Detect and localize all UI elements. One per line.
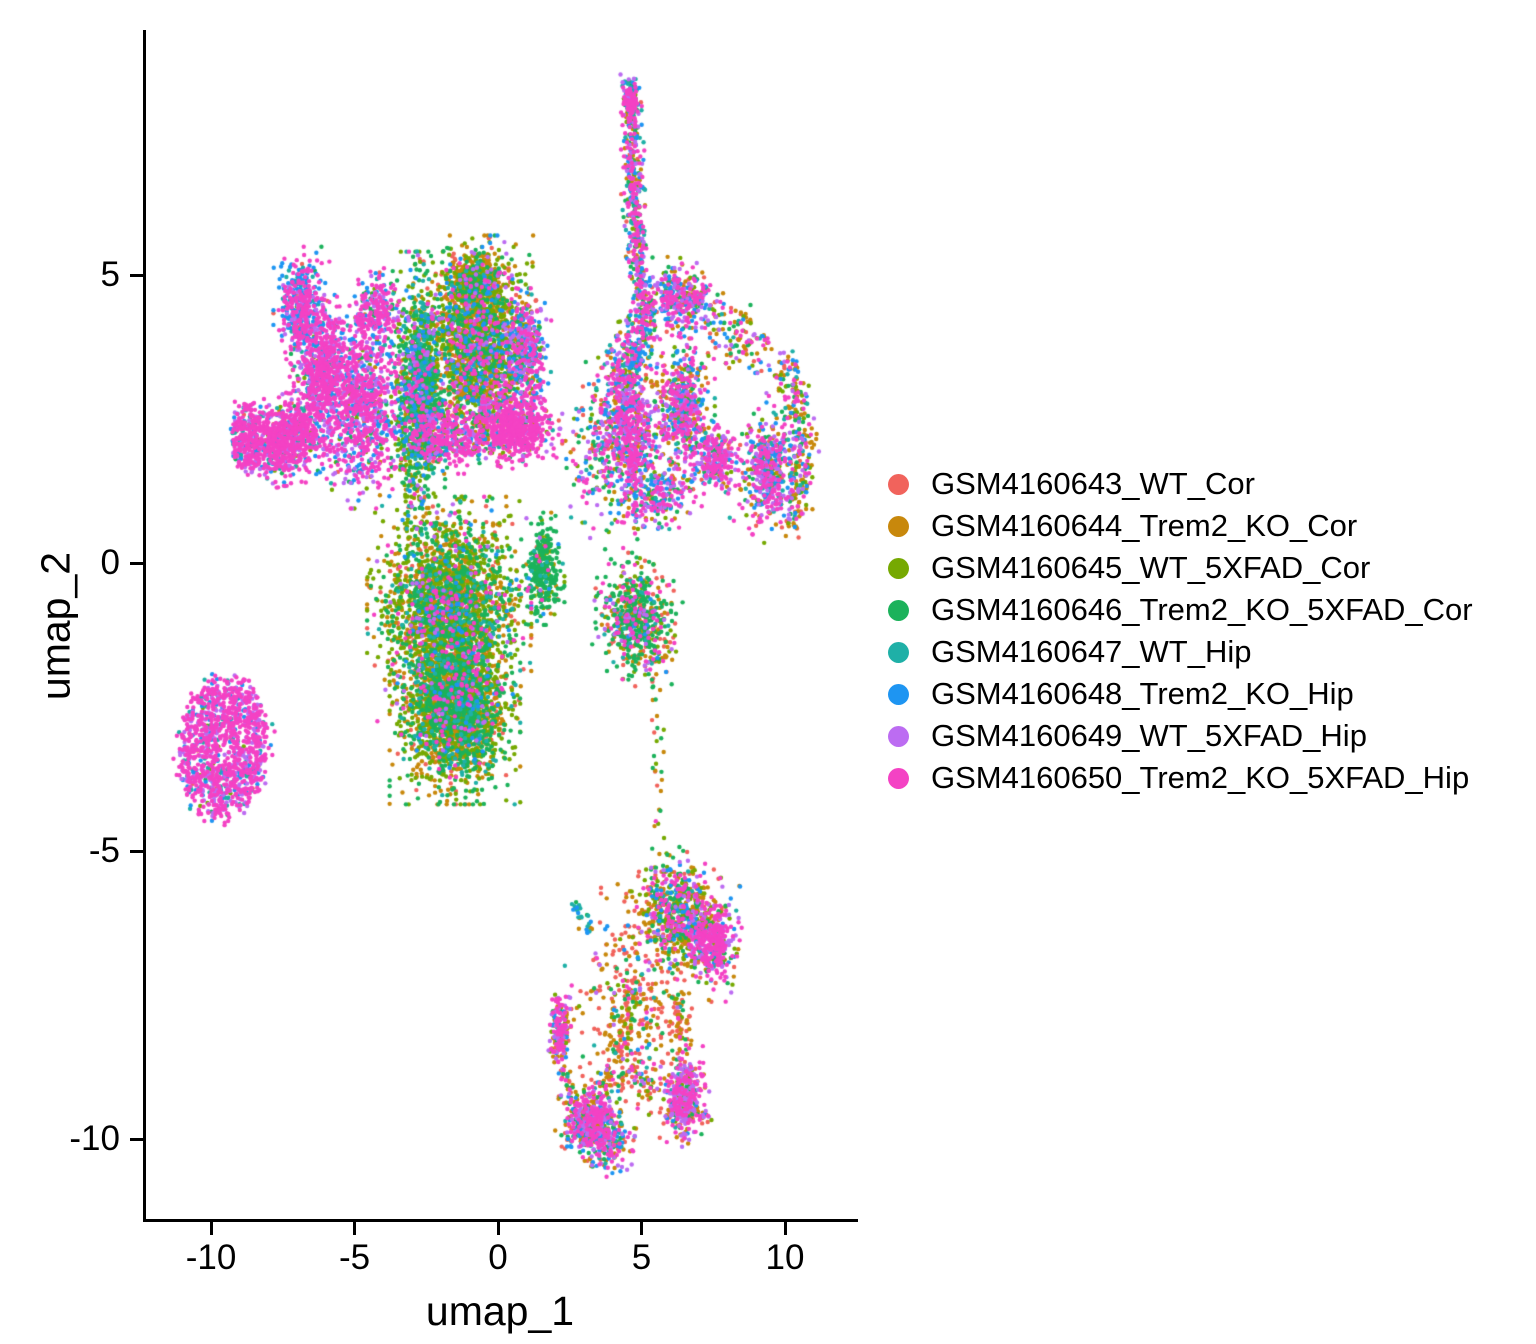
legend-item: GSM4160646_Trem2_KO_5XFAD_Cor: [880, 589, 1473, 631]
legend-label: GSM4160650_Trem2_KO_5XFAD_Hip: [931, 760, 1470, 795]
x-tick-label: -10: [185, 1238, 237, 1277]
legend-item: GSM4160647_WT_Hip: [880, 631, 1473, 673]
y-tick-mark: [130, 561, 143, 565]
legend-swatch-icon: [888, 683, 909, 705]
y-axis-title: umap_2: [32, 551, 79, 701]
y-tick-label: 5: [100, 255, 120, 294]
legend: GSM4160643_WT_Cor GSM4160644_Trem2_KO_Cor…: [880, 463, 1473, 799]
legend-swatch-icon: [888, 557, 909, 579]
legend-label: GSM4160647_WT_Hip: [931, 634, 1252, 669]
legend-swatch-icon: [888, 767, 909, 789]
legend-item: GSM4160648_Trem2_KO_Hip: [880, 673, 1473, 715]
legend-label: GSM4160648_Trem2_KO_Hip: [931, 676, 1354, 711]
x-tick-label: 10: [765, 1238, 805, 1277]
legend-swatch-icon: [888, 725, 909, 747]
legend-item: GSM4160643_WT_Cor: [880, 463, 1473, 505]
legend-swatch-icon: [888, 599, 909, 621]
legend-swatch-icon: [888, 515, 909, 537]
x-tick-mark: [353, 1222, 356, 1235]
y-tick-mark: [130, 1137, 143, 1141]
y-axis-line: [143, 30, 146, 1222]
legend-label: GSM4160644_Trem2_KO_Cor: [931, 508, 1358, 543]
legend-label: GSM4160643_WT_Cor: [931, 466, 1255, 501]
x-tick-label: 0: [488, 1238, 508, 1277]
y-tick-label: 0: [100, 543, 120, 582]
legend-item: GSM4160644_Trem2_KO_Cor: [880, 505, 1473, 547]
x-tick-mark: [209, 1222, 213, 1235]
legend-label: GSM4160649_WT_5XFAD_Hip: [931, 718, 1367, 753]
x-tick-mark: [783, 1222, 787, 1235]
y-tick-label: -10: [69, 1119, 120, 1158]
umap-scatter-canvas: [145, 30, 857, 1222]
y-tick-mark: [130, 849, 143, 853]
legend-item: GSM4160649_WT_5XFAD_Hip: [880, 715, 1473, 757]
legend-swatch-icon: [888, 641, 909, 663]
y-tick-label: -5: [88, 831, 120, 870]
legend-swatch-icon: [888, 473, 909, 495]
legend-item: GSM4160645_WT_5XFAD_Cor: [880, 547, 1473, 589]
x-tick-mark: [496, 1222, 500, 1235]
x-tick-label: 5: [631, 1238, 652, 1277]
x-tick-mark: [640, 1222, 643, 1235]
y-tick-mark: [130, 273, 143, 277]
legend-item: GSM4160650_Trem2_KO_5XFAD_Hip: [880, 757, 1473, 799]
legend-label: GSM4160646_Trem2_KO_5XFAD_Cor: [931, 592, 1473, 627]
legend-label: GSM4160645_WT_5XFAD_Cor: [931, 550, 1371, 585]
x-tick-label: -5: [338, 1238, 371, 1277]
x-axis-title: umap_1: [425, 1288, 575, 1334]
